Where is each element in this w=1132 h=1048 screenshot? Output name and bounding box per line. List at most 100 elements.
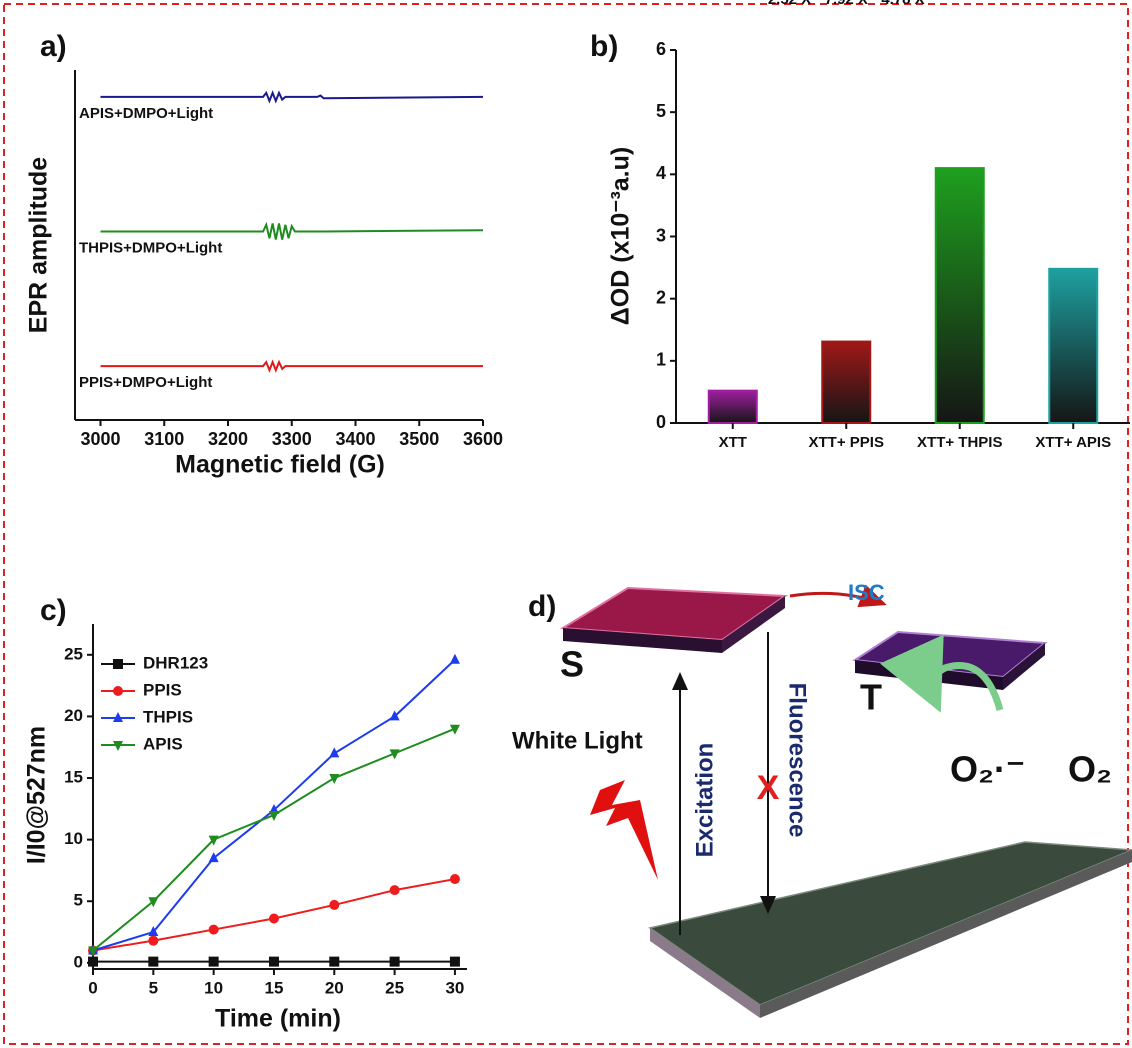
y-tick-label: 5 xyxy=(656,101,666,121)
marker xyxy=(208,956,219,967)
panel-label: b) xyxy=(590,30,618,63)
frame xyxy=(3,3,1129,1045)
marker xyxy=(88,946,98,957)
marker xyxy=(148,926,159,937)
legend-item: DHR123 xyxy=(101,653,208,672)
x-tick-label: 3200 xyxy=(208,429,248,449)
bar xyxy=(821,340,872,425)
marker xyxy=(268,913,279,924)
singlet-label: S xyxy=(560,644,584,685)
y-tick-label: 0 xyxy=(656,412,666,432)
legend-label: DHR123 xyxy=(143,653,208,672)
marker xyxy=(113,686,123,696)
marker xyxy=(329,899,340,910)
ground-slab xyxy=(648,841,1132,1006)
x-tick-label: XTT+ PPIS xyxy=(809,434,884,451)
marker xyxy=(389,710,400,721)
panel-label: d) xyxy=(528,590,556,623)
marker xyxy=(208,835,219,846)
x-axis-title: Magnetic field (G) xyxy=(175,451,385,479)
x-tick-label: 10 xyxy=(204,978,223,997)
bar xyxy=(934,167,985,424)
marker xyxy=(148,956,159,967)
series-label: APIS+DMPO+Light xyxy=(79,105,213,122)
x-tick-label: 20 xyxy=(325,978,344,997)
singlet-edge xyxy=(563,628,722,653)
line xyxy=(100,90,484,104)
x-tick-label: XTT+ APIS xyxy=(1035,434,1111,451)
x-tick-label: 0 xyxy=(88,978,97,997)
y-axis-title: ΔOD (x10⁻³a.u) xyxy=(607,147,635,325)
blocked-mark: X xyxy=(757,769,780,807)
legend-item: PPIS xyxy=(101,680,182,699)
x-tick-label: 3000 xyxy=(80,429,120,449)
marker xyxy=(389,885,400,896)
superoxide-label: O₂·⁻ xyxy=(950,749,1025,790)
marker xyxy=(389,749,400,760)
oxygen-label: O₂ xyxy=(1068,749,1112,790)
y-tick-label: 10 xyxy=(64,829,83,848)
y-tick-label: 3 xyxy=(656,225,666,245)
isc-label: ISC xyxy=(848,580,885,605)
x-tick-label: XTT xyxy=(719,434,747,451)
x-tick-label: XTT+ THPIS xyxy=(917,434,1002,451)
light-label: White Light xyxy=(512,727,643,754)
panel-label: c) xyxy=(40,594,67,627)
marker xyxy=(148,897,159,908)
bracket-label: 2.52 X xyxy=(768,0,811,8)
marker xyxy=(268,956,279,967)
y-axis-title: EPR amplitude xyxy=(25,157,53,334)
legend-label: APIS xyxy=(143,734,183,753)
marker xyxy=(268,810,279,821)
ground-side xyxy=(760,850,1132,1018)
y-tick-label: 0 xyxy=(74,952,83,971)
isc-arrow xyxy=(789,584,887,608)
x-tick-label: 3100 xyxy=(144,429,184,449)
marker xyxy=(449,653,460,664)
marker xyxy=(449,874,460,885)
marker xyxy=(148,935,159,946)
x-tick-label: 25 xyxy=(385,978,404,997)
x-axis-title: Time (min) xyxy=(215,1005,341,1033)
diagram: d) ISC S T White Light Excitation Fluore… xyxy=(512,580,1132,1018)
marker xyxy=(329,747,340,758)
line xyxy=(100,359,483,373)
excitation-label: Excitation xyxy=(691,743,718,858)
marker xyxy=(449,724,460,735)
marker xyxy=(113,712,123,722)
y-tick-label: 25 xyxy=(64,644,83,663)
bracket-label: 7.92 X xyxy=(825,0,868,8)
fluorescence-label: Fluorescence xyxy=(784,683,811,838)
bracket-label: 4.78 X xyxy=(881,0,924,8)
marker xyxy=(113,659,123,669)
panel-label: a) xyxy=(40,30,67,63)
marker xyxy=(208,924,219,935)
x-tick-label: 15 xyxy=(265,978,284,997)
x-tick-label: 3400 xyxy=(335,429,375,449)
legend-item: APIS xyxy=(101,734,183,753)
triplet-side xyxy=(1003,643,1045,690)
y-tick-label: 20 xyxy=(64,706,83,725)
ground-edge xyxy=(650,928,760,1018)
series-label: PPIS+DMPO+Light xyxy=(79,374,212,391)
x-tick-label: 30 xyxy=(445,978,464,997)
legend-label: THPIS xyxy=(143,707,193,726)
marker xyxy=(208,852,219,863)
y-tick-label: 6 xyxy=(656,39,666,59)
marker xyxy=(88,956,98,967)
singlet-side xyxy=(722,596,785,653)
x-tick-label: 5 xyxy=(149,978,158,997)
y-tick-label: 2 xyxy=(656,287,666,307)
legend-item: THPIS xyxy=(101,707,193,726)
marker xyxy=(449,956,460,967)
bar xyxy=(707,389,758,425)
marker xyxy=(329,774,340,785)
line xyxy=(100,221,484,240)
y-tick-label: 5 xyxy=(74,891,83,910)
transfer-arrow xyxy=(879,634,1004,713)
y-tick-label: 15 xyxy=(64,768,83,787)
bar xyxy=(1048,267,1099,424)
x-tick-label: 3600 xyxy=(463,429,503,449)
y-tick-label: 4 xyxy=(656,163,666,183)
